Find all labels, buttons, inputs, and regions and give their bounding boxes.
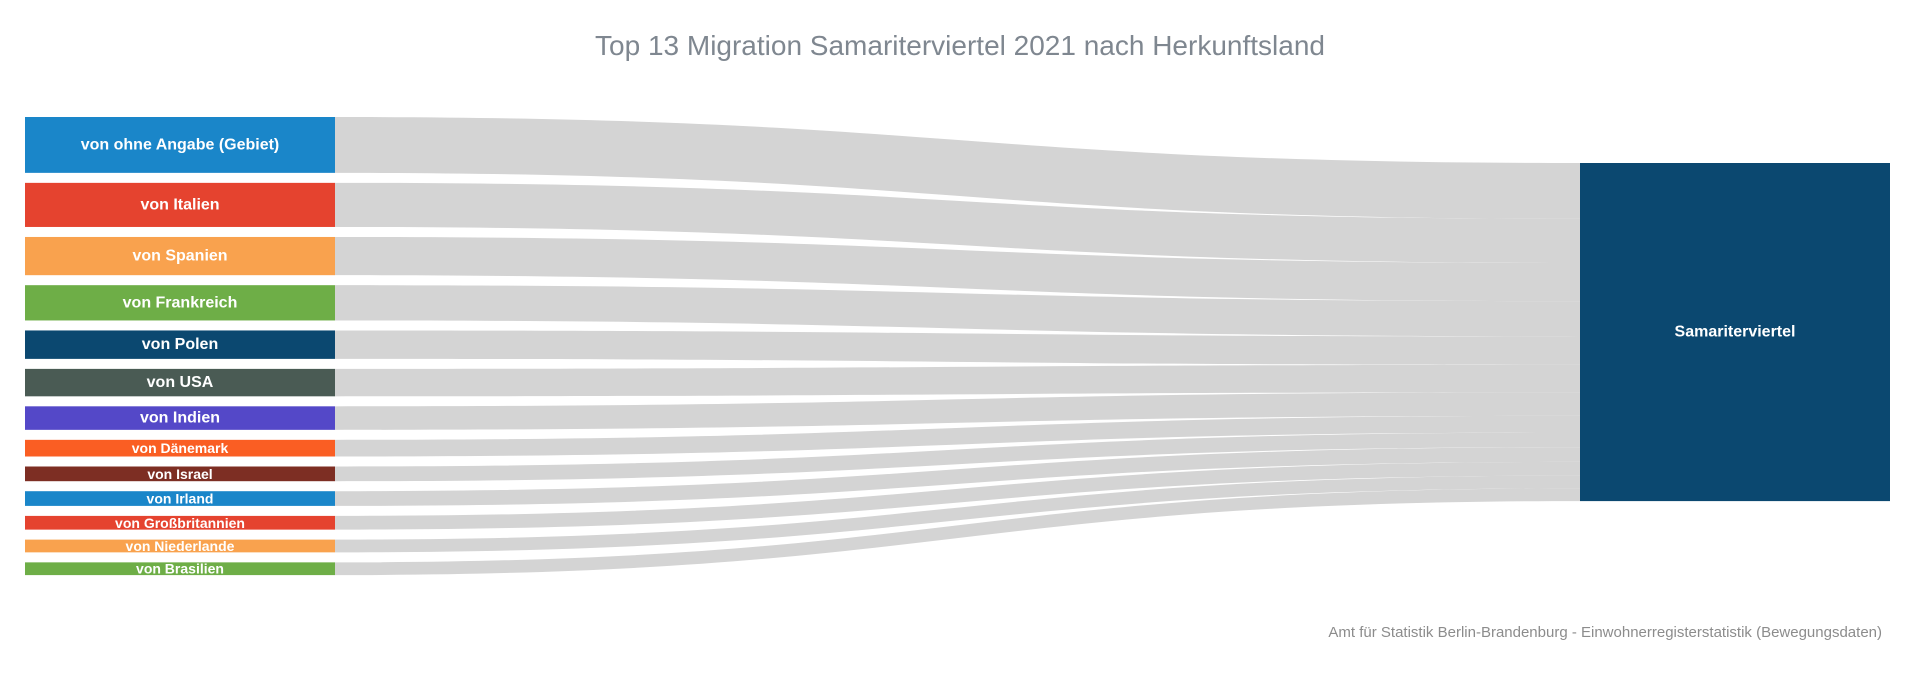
chart-source: Amt für Statistik Berlin-Brandenburg - E… [1328,624,1882,641]
source-node-11 [25,539,335,553]
link-4 [335,330,1580,365]
source-label-6: von Indien [140,410,220,427]
source-node-4 [25,330,335,359]
link-0 [335,117,1580,219]
chart-title: Top 13 Migration Samariterviertel 2021 n… [595,30,1325,61]
link-11 [335,475,1580,553]
source-label-3: von Frankreich [123,294,238,311]
source-node-10 [25,515,335,530]
source-node-8 [25,466,335,482]
target-label: Samariterviertel [1675,324,1796,341]
link-5 [335,364,1580,397]
source-label-9: von Irland [147,491,214,507]
link-7 [335,415,1580,457]
source-label-4: von Polen [142,336,218,353]
source-node-2 [25,236,335,276]
source-node-0 [25,117,335,173]
link-2 [335,236,1580,302]
source-label-10: von Großbritannien [115,515,245,531]
links [335,117,1580,576]
source-label-0: von ohne Angabe (Gebiet) [81,136,280,153]
link-12 [335,488,1580,576]
link-6 [335,392,1580,430]
source-label-12: von Brasilien [136,561,224,577]
source-label-7: von Dänemark [132,440,229,456]
source-label-1: von Italien [140,196,219,213]
link-10 [335,461,1580,530]
source-node-3 [25,285,335,321]
source-node-9 [25,491,335,506]
source-node-12 [25,562,335,576]
source-nodes: von ohne Angabe (Gebiet) von Italien von S… [25,117,335,577]
source-node-6 [25,406,335,430]
source-label-8: von Israel [147,466,212,482]
target-node [1580,163,1890,502]
source-node-1 [25,182,335,227]
source-label-5: von USA [147,374,214,391]
link-1 [335,182,1580,263]
link-9 [335,447,1580,506]
source-label-11: von Niederlande [126,538,235,554]
link-8 [335,432,1580,482]
source-node-5 [25,368,335,397]
source-label-2: von Spanien [132,248,227,265]
source-node-7 [25,439,335,457]
link-3 [335,285,1580,337]
